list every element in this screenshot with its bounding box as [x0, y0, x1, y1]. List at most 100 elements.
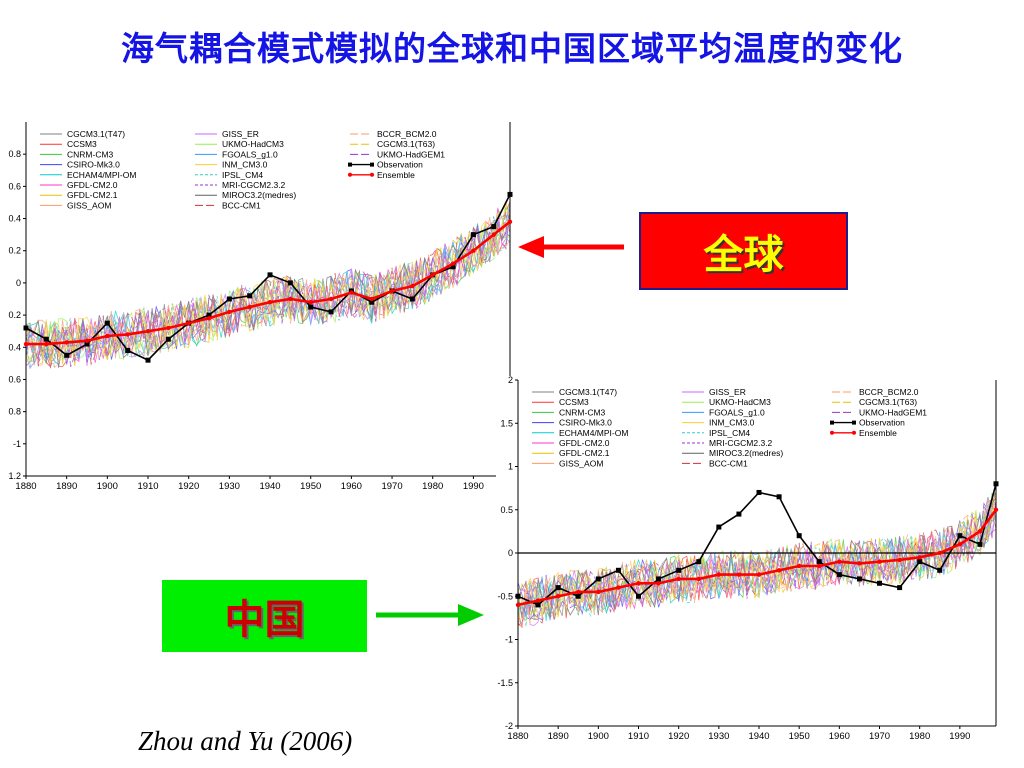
legend-marker — [830, 420, 834, 425]
ensemble-point — [555, 594, 561, 599]
x-tick-label: 1980 — [422, 481, 443, 492]
legend-label: CSIRO-Mk3.0 — [559, 418, 612, 428]
ensemble-point — [796, 563, 802, 569]
citation: Zhou and Yu (2006) — [138, 726, 353, 756]
model-runs — [25, 200, 511, 370]
legend-label: Ensemble — [377, 170, 415, 180]
ensemble-point — [837, 559, 842, 564]
observation-point — [877, 580, 883, 586]
chart-china-temperature: 2 1.5 1 0.5 0 -0.5 -1 -1.5 -2 1880 1890 1900 1910 192… — [496, 375, 1004, 748]
arrow-to-china-chart — [376, 604, 484, 626]
legend-marker — [370, 172, 374, 177]
y-tick-label: -0.2 — [8, 310, 21, 320]
y-tick-label: -1.5 — [497, 678, 513, 688]
ensemble-point — [993, 507, 999, 512]
y-tick-label: 0.4 — [8, 214, 21, 224]
observation-point — [409, 296, 415, 302]
legend-label: UKMO-HadCM3 — [222, 139, 284, 149]
observation-point — [957, 533, 963, 539]
ensemble-point — [736, 572, 742, 577]
observation-point — [369, 299, 375, 305]
legend-label: GFDL-CM2.1 — [559, 448, 610, 458]
legend-label: MRI-CGCM2.3.2 — [222, 180, 286, 190]
x-tick-label: 1890 — [548, 731, 569, 742]
observation-point — [615, 567, 621, 573]
x-tick-label: 1930 — [708, 731, 729, 742]
legend-label: BCCR_BCM2.0 — [377, 129, 437, 139]
model-run-line — [25, 209, 511, 368]
x-tick-label: 1910 — [628, 731, 649, 742]
y-tick-label: -0.8 — [8, 407, 21, 417]
x-tick-label: 1880 — [507, 731, 528, 742]
legend-label: FGOALS_g1.0 — [709, 407, 765, 417]
x-tick-label: 1950 — [300, 481, 321, 492]
legend-label: CCSM3 — [67, 139, 97, 149]
ensemble-point — [349, 290, 354, 295]
y-tick-label: -2 — [505, 721, 513, 731]
y-tick-label: 0 — [508, 548, 513, 558]
legend-label: MIROC3.2(medres) — [222, 190, 296, 200]
x-tick-label: 1880 — [15, 481, 36, 492]
observation-point — [696, 559, 702, 565]
ensemble-point — [23, 341, 29, 347]
arrow-to-global-chart — [518, 236, 624, 258]
observation-point — [104, 320, 110, 326]
ensemble-point — [515, 602, 521, 608]
model-run-line — [517, 498, 997, 616]
y-tick-label: 0 — [16, 278, 21, 288]
observation-point — [756, 489, 762, 495]
model-run-line — [517, 502, 997, 621]
y-tick-label: 1 — [508, 462, 513, 472]
y-tick-label: -1 — [505, 635, 513, 645]
legend-label: UKMO-HadCM3 — [709, 397, 771, 407]
y-tick-label: -0.5 — [497, 591, 513, 601]
x-tick-label: 1920 — [668, 731, 689, 742]
x-tick-label: 1920 — [178, 481, 199, 492]
observation-point — [555, 585, 561, 591]
legend-label: ECHAM4/MPI-OM — [67, 170, 136, 180]
legend-label: GISS_ER — [709, 387, 746, 397]
ensemble-point — [267, 300, 273, 305]
x-tick-label: 1900 — [588, 731, 609, 742]
legend-label: GISS_AOM — [559, 458, 603, 468]
observation-point — [535, 602, 541, 608]
x-tick-label: 1950 — [789, 731, 810, 742]
model-run-line — [517, 492, 997, 627]
ensemble-point — [471, 248, 476, 253]
legend-label: UKMO-HadGEM1 — [859, 407, 927, 417]
ensemble-point — [125, 332, 130, 337]
observation-point — [64, 352, 70, 358]
model-run-line — [517, 500, 997, 620]
ensemble-point — [186, 320, 191, 326]
legend-label: FGOALS_g1.0 — [222, 149, 278, 159]
legend-label: MIROC3.2(medres) — [709, 448, 783, 458]
legend-label: Observation — [377, 160, 423, 170]
observation-point — [736, 511, 742, 517]
observation-point — [165, 336, 171, 342]
observation-point — [328, 309, 334, 315]
x-tick-label: 1930 — [219, 481, 240, 492]
ensemble-point — [776, 568, 782, 573]
legend-label: CGCM3.1(T47) — [559, 387, 617, 397]
ensemble-point — [977, 529, 983, 534]
model-run-line — [25, 213, 511, 368]
legend-label: BCCR_BCM2.0 — [859, 387, 919, 397]
legend-label: CGCM3.1(T63) — [377, 139, 435, 149]
ensemble-point — [247, 304, 252, 310]
observation-point — [836, 572, 842, 578]
legend-marker — [348, 162, 352, 167]
x-tick-label: 1960 — [829, 731, 850, 742]
x-tick-label: 1970 — [869, 731, 890, 742]
legend-marker — [852, 420, 856, 425]
ensemble-point — [937, 550, 942, 556]
x-tick-label: 1970 — [381, 481, 402, 492]
model-run-line — [25, 210, 511, 365]
legend-label: GISS_ER — [222, 129, 259, 139]
legend-label: ECHAM4/MPI-OM — [559, 428, 628, 438]
observation-point — [470, 232, 476, 238]
x-tick-label: 1900 — [97, 481, 118, 492]
legend-label: IPSL_CM4 — [222, 170, 263, 180]
legend-label: CGCM3.1(T63) — [859, 397, 917, 407]
ensemble-point — [877, 559, 882, 564]
